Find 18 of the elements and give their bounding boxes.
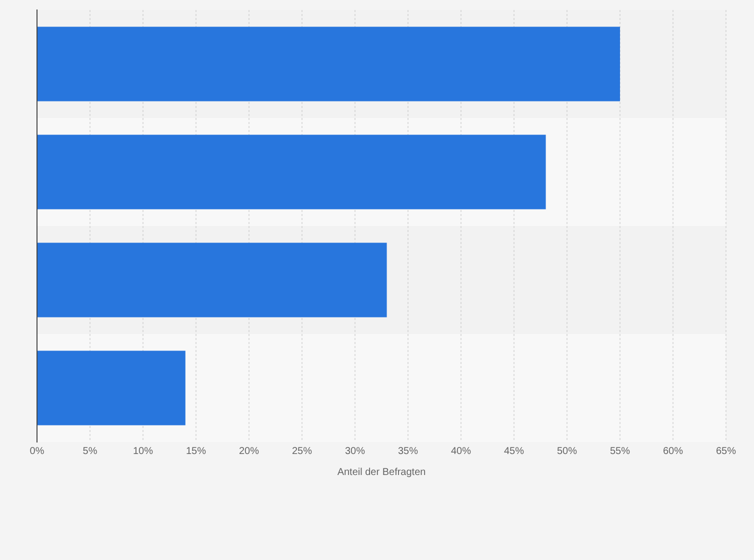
x-tick-label: 20% [238, 446, 260, 457]
x-tick-label: 40% [450, 446, 472, 457]
x-tick-label: 25% [292, 446, 312, 457]
x-tick-label: 35% [398, 446, 418, 457]
x-tick-label: 5% [82, 446, 98, 457]
x-tick-label: 45% [504, 446, 524, 457]
bar [38, 242, 387, 318]
x-tick-label: 10% [132, 446, 154, 457]
x-tick-label: 15% [186, 446, 206, 457]
bar [38, 350, 186, 426]
x-tick-label: 0% [30, 446, 44, 457]
x-tick-label: 55% [610, 446, 630, 457]
bar [38, 134, 546, 210]
x-axis-title: Anteil der Befragten [337, 466, 426, 478]
x-tick-label: 65% [716, 446, 736, 457]
x-tick-label: 50% [556, 446, 578, 457]
x-tick-label: 60% [662, 446, 684, 457]
x-tick-label: 30% [344, 446, 366, 457]
